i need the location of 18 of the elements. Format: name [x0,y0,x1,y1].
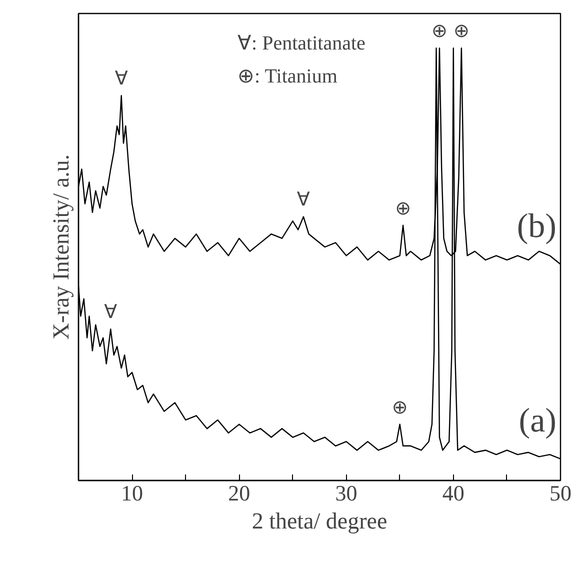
x-tick-label: 50 [550,480,572,506]
x-tick-label: 30 [335,480,358,506]
annotation: ∀ [114,68,128,90]
annotation: ⊕ [395,197,412,220]
annotation: ∀: Pentatitanate [238,32,366,54]
annotation: ⊕ [392,396,408,418]
y-axis-title: X-ray Intensity/ a.u. [48,154,74,340]
annotation: ∀ [296,188,310,211]
annotation: ⊕: Titanium [238,66,338,88]
annotation: ⊕ [432,20,448,42]
x-tick-label: 10 [121,480,144,506]
x-tick-label: 20 [228,480,250,506]
annotation: ∀ [104,301,118,324]
series-label: (b) [516,208,557,245]
x-axis-title: 2 theta/ degree [252,508,388,534]
annotation: ⊕ [453,20,470,42]
series-label: (a) [518,402,557,440]
x-tick-label: 40 [442,480,464,506]
